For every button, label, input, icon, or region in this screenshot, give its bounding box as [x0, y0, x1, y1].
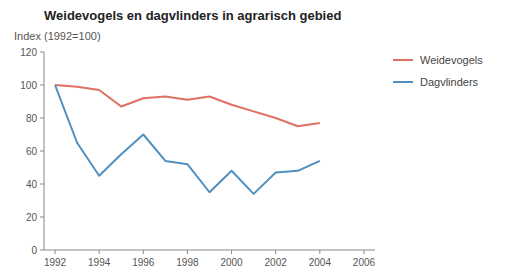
- y-tick-label: 60: [26, 146, 38, 157]
- x-tick: [187, 250, 188, 254]
- chart-title: Weidevogels en dagvlinders in agrarisch …: [44, 8, 341, 23]
- x-tick-label: 2004: [309, 257, 332, 268]
- x-tick: [275, 250, 276, 254]
- legend-label: Dagvlinders: [420, 76, 479, 88]
- x-tick-label: 1996: [132, 257, 155, 268]
- legend-label: Weidevogels: [420, 54, 483, 66]
- x-tick: [55, 250, 56, 254]
- lines: [55, 85, 320, 194]
- x-tick-label: 2006: [353, 257, 376, 268]
- y-tick-label: 40: [26, 179, 38, 190]
- y-tick: [40, 52, 44, 53]
- y-axis-label: Index (1992=100): [14, 30, 101, 42]
- legend: Weidevogels Dagvlinders: [393, 54, 483, 88]
- x-tick-label: 1998: [176, 257, 199, 268]
- legend-swatch: [393, 81, 413, 83]
- x-tick-label: 1992: [44, 257, 67, 268]
- x-tick-label: 2002: [265, 257, 288, 268]
- y-tick: [40, 217, 44, 218]
- y-tick-label: 100: [20, 80, 37, 91]
- y-tick-label: 120: [20, 47, 37, 58]
- y-tick: [40, 118, 44, 119]
- y-tick: [40, 85, 44, 86]
- y-tick: [40, 151, 44, 152]
- x-tick: [363, 250, 364, 254]
- series-line: [55, 85, 320, 126]
- x-tick: [231, 250, 232, 254]
- y-tick-label: 80: [26, 113, 38, 124]
- chart-svg: Weidevogels en dagvlinders in agrarisch …: [0, 0, 517, 277]
- x-tick: [319, 250, 320, 254]
- y-tick: [40, 250, 44, 251]
- y-tick-label: 20: [26, 212, 38, 223]
- x-tick-label: 2000: [220, 257, 243, 268]
- series-line: [55, 85, 320, 194]
- y-tick: [40, 184, 44, 185]
- axes: 1992 1994 1996 1998 2000 2002 2004 2006 0 20 40 60 8…: [20, 47, 375, 269]
- x-tick: [99, 250, 100, 254]
- chart-container: Weidevogels en dagvlinders in agrarisch …: [0, 0, 517, 277]
- legend-swatch: [393, 59, 413, 61]
- x-tick-label: 1994: [88, 257, 111, 268]
- x-tick: [143, 250, 144, 254]
- x-axis-line: [44, 250, 375, 251]
- y-tick-label: 0: [31, 245, 37, 256]
